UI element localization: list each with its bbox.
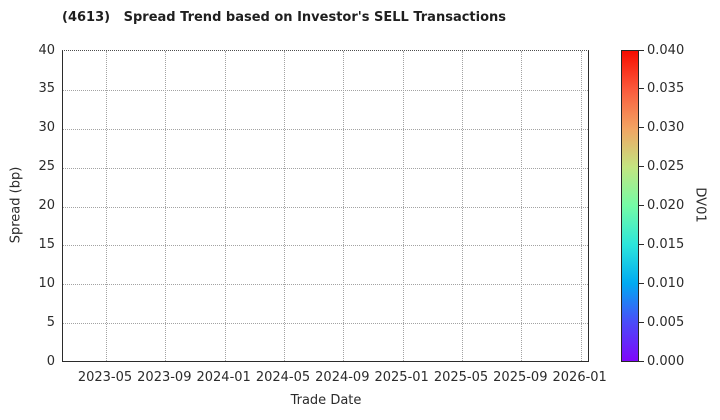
colorbar-tick — [639, 360, 644, 362]
v-gridline — [402, 51, 404, 361]
x-tick-label: 2024-09 — [315, 370, 370, 385]
colorbar-tick-label: 0.005 — [647, 314, 685, 330]
x-tick-label: 2025-01 — [374, 370, 429, 385]
y-tick-label: 15 — [38, 236, 55, 252]
colorbar-tick-label: 0.030 — [647, 120, 685, 136]
colorbar-tick — [639, 205, 644, 206]
colorbar-tick-label: 0.025 — [647, 159, 685, 175]
y-tick-label: 20 — [38, 198, 55, 213]
h-gridline — [63, 167, 588, 169]
h-gridline — [63, 284, 588, 286]
y-tick-label: 35 — [38, 81, 55, 97]
colorbar-tick — [639, 88, 644, 90]
colorbar-tick-label: 0.035 — [647, 81, 685, 97]
x-tick-label: 2024-01 — [196, 370, 251, 385]
colorbar-tick — [639, 127, 644, 129]
colorbar — [621, 50, 639, 362]
h-gridline — [63, 245, 588, 247]
x-tick-label: 2025-05 — [433, 370, 489, 385]
x-tick-label: 2026-01 — [552, 370, 607, 385]
h-gridline — [63, 89, 588, 91]
h-gridline — [63, 128, 588, 130]
x-axis-label: Trade Date — [290, 393, 362, 408]
v-gridline — [224, 51, 226, 361]
v-gridline — [284, 51, 285, 361]
x-tick-label: 2025-09 — [493, 370, 548, 385]
plot-area — [62, 50, 589, 362]
colorbar-tick-label: 0.020 — [647, 198, 685, 213]
v-gridline — [462, 51, 463, 361]
y-tick-label: 30 — [38, 120, 55, 136]
h-gridline — [63, 323, 588, 325]
v-gridline — [106, 51, 107, 361]
x-tick-label: 2023-05 — [77, 370, 133, 385]
colorbar-tick — [639, 321, 644, 323]
v-gridline — [343, 51, 345, 361]
colorbar-tick — [639, 282, 644, 284]
y-tick-label: 5 — [46, 314, 55, 330]
y-tick-label: 25 — [38, 159, 55, 175]
y-tick-label: 40 — [38, 42, 55, 58]
colorbar-tick-label: 0.010 — [647, 275, 685, 291]
x-tick-label: 2023-09 — [137, 370, 192, 385]
v-gridline — [165, 51, 167, 361]
y-tick-label: 10 — [38, 275, 55, 291]
x-tick-label: 2024-05 — [255, 370, 311, 385]
colorbar-tick — [639, 243, 644, 245]
colorbar-label: DV01 — [692, 187, 708, 223]
colorbar-tick-label: 0.000 — [647, 353, 685, 369]
v-gridline — [580, 51, 582, 361]
colorbar-tick-label: 0.015 — [647, 236, 685, 252]
chart-title: (4613) Spread Trend based on Investor's … — [62, 10, 507, 25]
y-tick-label: 0 — [46, 353, 55, 369]
colorbar-tick — [639, 49, 644, 51]
colorbar-tick — [639, 166, 644, 168]
h-gridline — [63, 206, 588, 208]
v-gridline — [521, 51, 523, 361]
colorbar-tick-label: 0.040 — [647, 42, 685, 58]
